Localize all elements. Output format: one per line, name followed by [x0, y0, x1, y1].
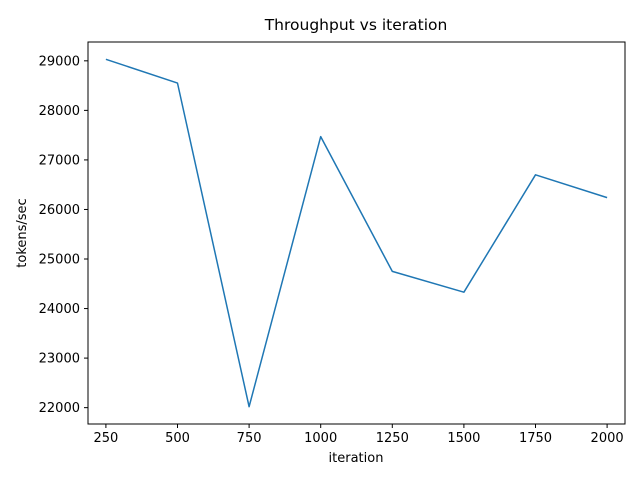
- x-tick-label: 1750: [519, 431, 552, 446]
- data-point: [463, 292, 464, 293]
- data-point: [535, 174, 536, 175]
- x-tick-label: 2000: [591, 431, 624, 446]
- y-tick-label: 29000: [39, 54, 80, 69]
- y-axis-label: tokens/sec: [15, 198, 30, 267]
- chart-title: Throughput vs iteration: [264, 16, 448, 34]
- y-tick-label: 28000: [39, 104, 80, 119]
- data-point: [320, 136, 321, 137]
- x-tick-label: 1000: [304, 431, 337, 446]
- x-tick-label: 750: [237, 431, 262, 446]
- y-tick-label: 27000: [39, 153, 80, 168]
- plot-area: [87, 41, 626, 425]
- x-tick-label: 500: [165, 431, 190, 446]
- data-point: [607, 197, 608, 198]
- data-point: [105, 59, 106, 60]
- y-tick-label: 23000: [39, 352, 80, 367]
- y-tick-label: 26000: [39, 203, 80, 218]
- x-axis-label: iteration: [329, 451, 384, 466]
- x-tick-label: 1250: [376, 431, 409, 446]
- x-axis: 250 500 750 1000 1250 1500 1750 2000: [93, 424, 624, 446]
- series-layer: [105, 58, 608, 408]
- data-point: [392, 271, 393, 272]
- data-point: [177, 83, 178, 84]
- y-tick-label: 25000: [39, 253, 80, 268]
- data-point: [249, 406, 250, 407]
- x-tick-label: 250: [93, 431, 118, 446]
- series-line: [105, 58, 608, 408]
- x-tick-label: 1500: [447, 431, 480, 446]
- y-axis: 22000 23000 24000 25000 26000 27000 28000 29000: [39, 54, 88, 416]
- y-tick-label: 22000: [39, 401, 80, 416]
- y-tick-label: 24000: [39, 302, 80, 317]
